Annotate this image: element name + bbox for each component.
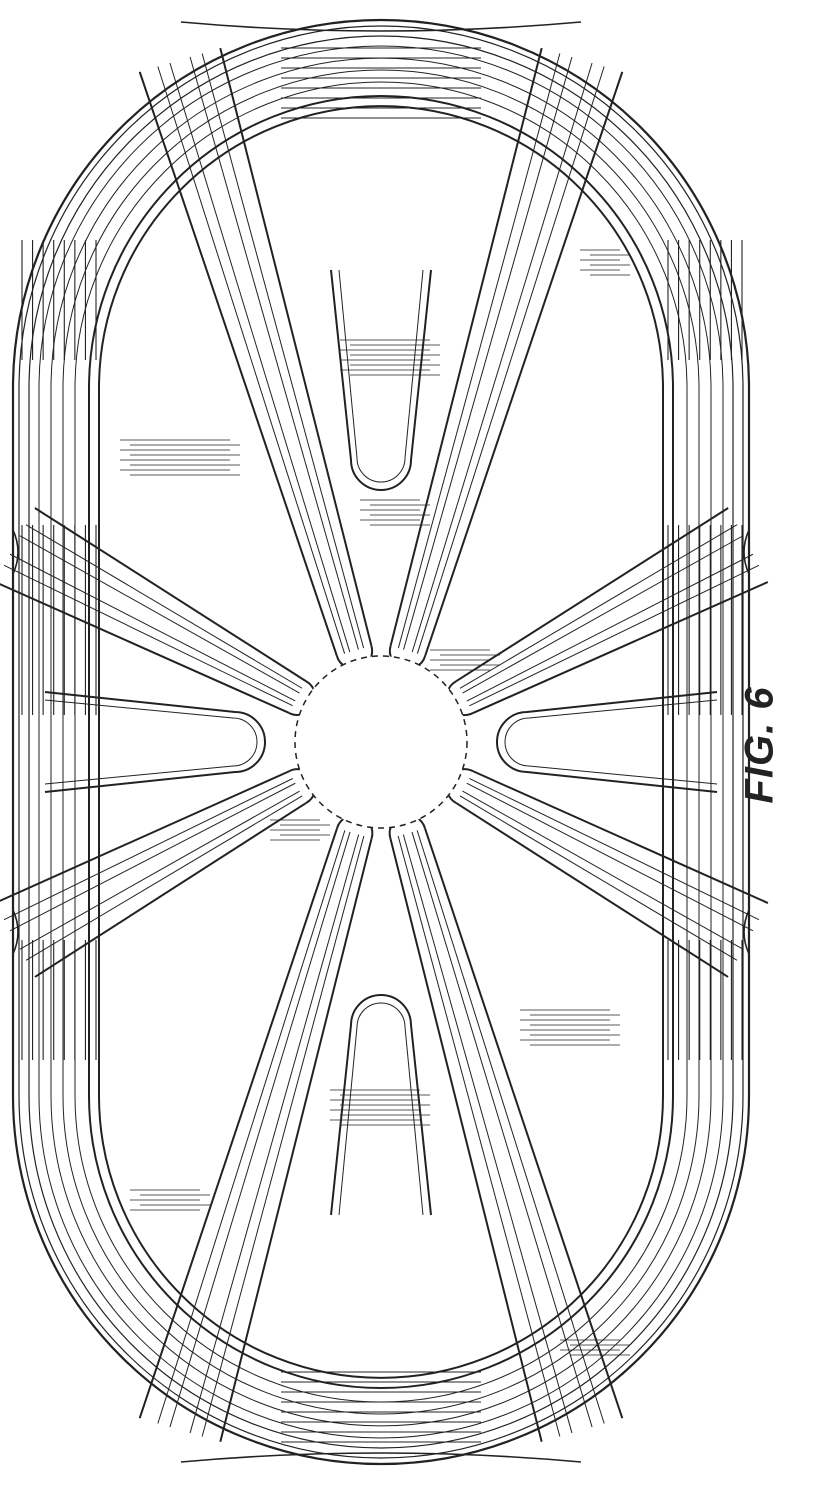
spoke-2-bevel-a1 bbox=[412, 63, 592, 652]
rib-left-lower bbox=[22, 940, 96, 1060]
slot-1 bbox=[331, 270, 431, 490]
spoke-2-bevel-a0 bbox=[417, 67, 604, 654]
hatch-group-8 bbox=[330, 1090, 430, 1125]
spoke-8-bevel-a1 bbox=[403, 834, 572, 1432]
spoke-4-bevel-b1 bbox=[463, 536, 743, 693]
slot-4 bbox=[497, 692, 717, 792]
hatch-group-2 bbox=[340, 340, 440, 375]
hatch-group-4 bbox=[360, 500, 430, 525]
rib-bottom bbox=[281, 1372, 481, 1442]
spoke-1-bevel-b0 bbox=[158, 67, 345, 654]
spoke-7-bevel-a0 bbox=[158, 830, 345, 1423]
spoke-1 bbox=[140, 48, 372, 669]
spoke-7-bevel-a1 bbox=[170, 832, 350, 1427]
spoke-2-edges bbox=[391, 48, 623, 656]
hatch-group-3 bbox=[120, 440, 240, 475]
spoke-3-bevel-b0 bbox=[4, 565, 293, 705]
spoke-7-edges bbox=[140, 828, 372, 1442]
hatch-group-1 bbox=[580, 250, 630, 275]
slot-3-inner bbox=[45, 700, 257, 784]
slot-3 bbox=[45, 692, 265, 792]
figure-caption: FIG. 6 bbox=[738, 686, 783, 803]
spoke-5-bevel-b1 bbox=[20, 791, 300, 949]
spoke-6-bevel-a1 bbox=[462, 791, 743, 949]
slot-1-outer bbox=[331, 270, 431, 490]
spoke-5-bevel-b0 bbox=[26, 796, 302, 960]
spoke-6-bevel-a0 bbox=[460, 796, 737, 961]
spoke-2 bbox=[390, 48, 622, 669]
spoke-5-bevel-a1 bbox=[10, 783, 295, 931]
spoke-8-bevel-b1 bbox=[412, 832, 592, 1427]
spoke-7-bevel-b1 bbox=[190, 834, 359, 1432]
spoke-6-bevel-b1 bbox=[467, 783, 753, 931]
rib-left-upper bbox=[22, 240, 96, 360]
slot-4-inner bbox=[505, 700, 717, 784]
spoke-5-bevel-a0 bbox=[4, 778, 293, 919]
rib-right-upper bbox=[668, 240, 742, 360]
slot-3-outer bbox=[45, 692, 265, 792]
rib-left-middle bbox=[22, 525, 96, 715]
rib-top bbox=[281, 48, 481, 118]
spoke-6 bbox=[447, 769, 768, 977]
spoke-4-bevel-a0 bbox=[469, 565, 759, 705]
slot-4-outer bbox=[497, 692, 717, 792]
spoke-1-bevel-a1 bbox=[190, 57, 358, 650]
hatch-group-6 bbox=[270, 820, 330, 840]
spoke-2-bevel-b1 bbox=[404, 57, 572, 650]
center-hub bbox=[295, 656, 467, 828]
spoke-8-bevel-b0 bbox=[417, 830, 604, 1423]
spoke-3-bevel-b1 bbox=[10, 554, 295, 701]
spoke-1-edges bbox=[140, 48, 372, 656]
rib-right-lower bbox=[668, 940, 742, 1060]
slot-1-inner bbox=[339, 270, 423, 482]
spoke-5 bbox=[0, 769, 315, 977]
hatch-group-9 bbox=[130, 1190, 210, 1210]
spoke-6-bevel-b0 bbox=[469, 778, 759, 919]
spoke-3-bevel-a1 bbox=[20, 536, 300, 693]
rib-right-middle bbox=[668, 525, 742, 715]
spoke-3-bevel-a0 bbox=[26, 525, 302, 689]
spoke-4 bbox=[447, 508, 768, 715]
hub-dashed-circle bbox=[295, 656, 467, 828]
hatch-group-7 bbox=[520, 1010, 620, 1045]
spoke-3 bbox=[0, 508, 315, 715]
spoke-1-bevel-b1 bbox=[170, 63, 350, 652]
hatch-group-5 bbox=[430, 650, 500, 670]
spoke-4-bevel-b0 bbox=[460, 525, 737, 689]
slot-2-inner bbox=[339, 1003, 423, 1215]
